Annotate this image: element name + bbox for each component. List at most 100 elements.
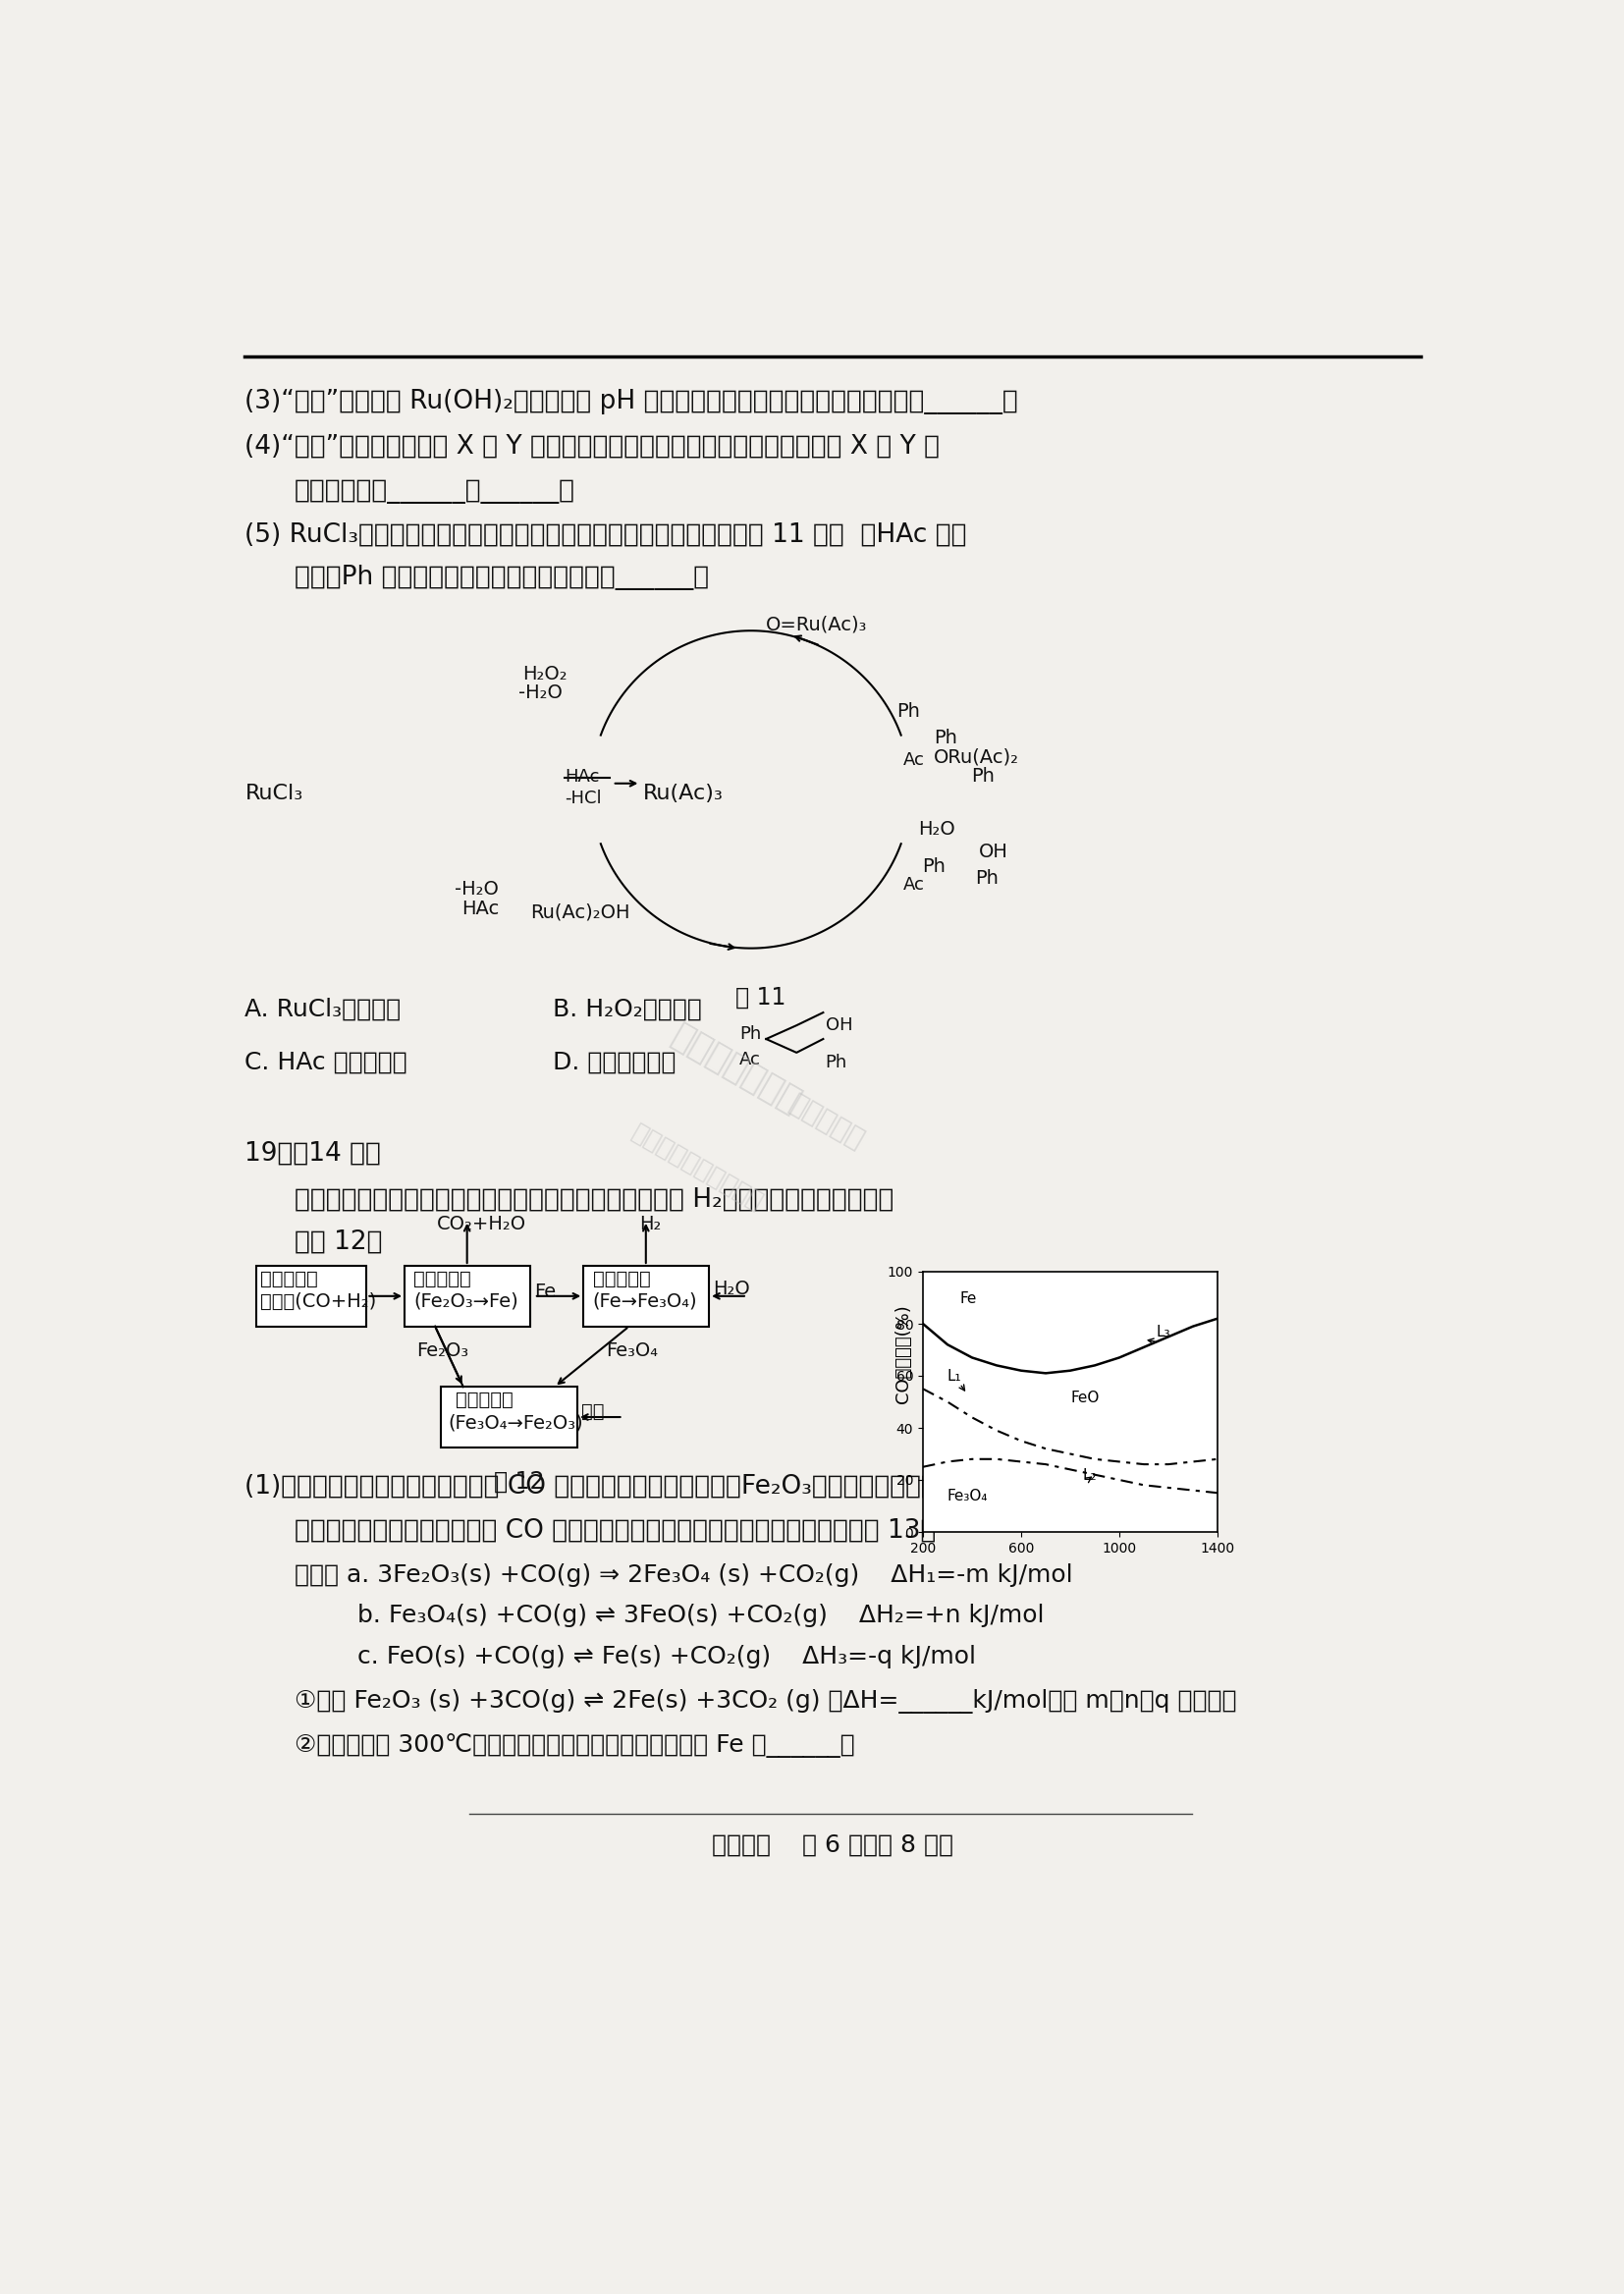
Text: Ru(Ac)₂OH: Ru(Ac)₂OH xyxy=(529,904,630,922)
Text: Ph: Ph xyxy=(971,766,996,785)
Text: A. RuCl₃为催化剂: A. RuCl₃为催化剂 xyxy=(245,998,401,1021)
L2 xyxy=(937,1448,957,1475)
Text: 蒸汽反应器: 蒸汽反应器 xyxy=(593,1269,650,1289)
Text: 温度(℃): 温度(℃) xyxy=(1005,1475,1060,1493)
L2 xyxy=(963,1445,983,1473)
Text: 化学试卷    第 6 页（共 8 页）: 化学试卷 第 6 页（共 8 页） xyxy=(711,1833,953,1856)
Text: (Fe₃O₄→Fe₂O₃): (Fe₃O₄→Fe₂O₃) xyxy=(448,1413,583,1431)
L2 xyxy=(1109,1466,1129,1493)
Text: 生物质废物: 生物质废物 xyxy=(260,1269,318,1289)
Text: Ph: Ph xyxy=(896,702,919,720)
L1 xyxy=(913,1374,932,1402)
L3 xyxy=(1134,1333,1153,1360)
L3 xyxy=(1012,1356,1031,1383)
Text: 19．（14 分）: 19．（14 分） xyxy=(245,1140,382,1168)
L1 xyxy=(1134,1450,1153,1477)
Text: 了理论研究，得到了还原阶段 CO 平衡浓度和固体成分随温度变化的图象，如上图 13。: 了理论研究，得到了还原阶段 CO 平衡浓度和固体成分随温度变化的图象，如上图 1… xyxy=(294,1519,935,1544)
Bar xyxy=(404,1266,529,1326)
Text: Ph: Ph xyxy=(922,858,945,876)
L1 xyxy=(1036,1436,1056,1464)
L3 xyxy=(1036,1360,1056,1388)
Text: L₂: L₂ xyxy=(1083,1468,1096,1482)
L2 xyxy=(1134,1470,1153,1498)
Text: H₂: H₂ xyxy=(640,1214,661,1234)
L1 xyxy=(987,1418,1007,1445)
Text: HAc: HAc xyxy=(461,899,499,918)
Text: ①反应 Fe₂O₃ (s) +3CO(g) ⇌ 2Fe(s) +3CO₂ (g) 的ΔH=______kJ/mol（用 m、n、q 表示）。: ①反应 Fe₂O₃ (s) +3CO(g) ⇌ 2Fe(s) +3CO₂ (g)… xyxy=(294,1688,1236,1714)
L3 xyxy=(1109,1344,1129,1372)
Text: ORu(Ac)₂: ORu(Ac)₂ xyxy=(934,748,1018,766)
Text: (1)在燃料反应器中，研究人员对纯 CO 作为燃料气与铁基载氧体（Fe₂O₃）的还原反应进行: (1)在燃料反应器中，研究人员对纯 CO 作为燃料气与铁基载氧体（Fe₂O₃）的… xyxy=(245,1473,937,1500)
Text: D. 主要生成物为: D. 主要生成物为 xyxy=(554,1051,676,1074)
Text: Ph: Ph xyxy=(976,869,999,888)
Text: H₂O: H₂O xyxy=(713,1280,750,1298)
Text: -H₂O: -H₂O xyxy=(455,881,499,899)
Text: Ac: Ac xyxy=(739,1051,762,1069)
Text: (Fe→Fe₃O₄): (Fe→Fe₃O₄) xyxy=(593,1292,697,1310)
Text: FeO: FeO xyxy=(1070,1390,1099,1404)
L1 xyxy=(1060,1441,1080,1468)
L1 xyxy=(963,1404,983,1431)
Text: -HCl: -HCl xyxy=(565,789,601,807)
Text: 如图 12。: 如图 12。 xyxy=(294,1230,382,1255)
Text: Ru(Ac)₃: Ru(Ac)₃ xyxy=(643,785,723,803)
Text: (4)“吸收”过程产生的气体 X 经 Y 溶液吸收后，经进一步处理可以循环利用，则 X 和 Y 的: (4)“吸收”过程产生的气体 X 经 Y 溶液吸收后，经进一步处理可以循环利用，… xyxy=(245,434,940,459)
L2 xyxy=(913,1452,932,1480)
Bar xyxy=(440,1388,578,1448)
L1 xyxy=(1158,1450,1177,1477)
L3 xyxy=(1184,1312,1203,1340)
Text: H₂O: H₂O xyxy=(918,819,955,837)
Text: C. HAc 为中间产物: C. HAc 为中间产物 xyxy=(245,1051,408,1074)
L2 xyxy=(1060,1457,1080,1484)
L1 xyxy=(937,1388,957,1415)
Text: B. H₂O₂作还原剂: B. H₂O₂作还原剂 xyxy=(554,998,702,1021)
Line: L1: L1 xyxy=(922,1388,1218,1464)
Text: OH: OH xyxy=(979,842,1009,860)
L1 xyxy=(1208,1445,1228,1473)
Text: 热解耦合化学锹制氢工艺是一种将生物质废物转变为高纯 H₂的环境友好型技术路线，: 热解耦合化学锹制氢工艺是一种将生物质废物转变为高纯 H₂的环境友好型技术路线， xyxy=(294,1186,893,1211)
Text: Ph: Ph xyxy=(934,729,957,748)
L3 xyxy=(1060,1356,1080,1383)
Text: 乙酸，Ph 代表苯基），则下列说法正确的是______。: 乙酸，Ph 代表苯基），则下列说法正确的是______。 xyxy=(294,564,708,590)
Text: Fe: Fe xyxy=(534,1282,555,1301)
Text: Ph: Ph xyxy=(739,1025,762,1044)
L3 xyxy=(1085,1351,1104,1379)
Text: OH: OH xyxy=(825,1016,853,1035)
L3 xyxy=(913,1310,932,1337)
Text: Ac: Ac xyxy=(903,876,924,895)
Text: ②当温度低于 300℃时，燃料还原阶段得到的固体主要是 Fe 和______。: ②当温度低于 300℃时，燃料还原阶段得到的固体主要是 Fe 和______。 xyxy=(294,1734,854,1757)
Text: CO平衡浓度(%): CO平衡浓度(%) xyxy=(895,1305,913,1404)
Text: 图 13: 图 13 xyxy=(1017,1496,1067,1521)
L1 xyxy=(1012,1427,1031,1454)
L1 xyxy=(1184,1448,1203,1475)
L2 xyxy=(987,1445,1007,1473)
L1 xyxy=(1085,1445,1104,1473)
Text: RuCl₃: RuCl₃ xyxy=(245,785,304,803)
L2 xyxy=(1208,1480,1228,1507)
Text: 高考早知道: 高考早知道 xyxy=(784,1090,869,1154)
Text: (3)“还原”过程生成 Ru(OH)₂和乙醒，且 pH 明显增大，则该过程的离子反应方程式为______。: (3)“还原”过程生成 Ru(OH)₂和乙醒，且 pH 明显增大，则该过程的离子… xyxy=(245,388,1018,415)
Text: 空气反应器: 空气反应器 xyxy=(456,1390,513,1409)
Line: L2: L2 xyxy=(922,1459,1218,1493)
L2 xyxy=(1158,1475,1177,1503)
Text: 图 11: 图 11 xyxy=(736,986,786,1009)
Text: -H₂O: -H₂O xyxy=(518,684,564,702)
Text: 图 12: 图 12 xyxy=(494,1470,544,1493)
L3 xyxy=(963,1344,983,1372)
Text: L₃: L₃ xyxy=(1156,1326,1171,1340)
L3 xyxy=(1158,1324,1177,1351)
Text: 化学式分别为______、______。: 化学式分别为______、______。 xyxy=(294,477,575,502)
Text: Ph: Ph xyxy=(825,1055,848,1071)
Bar xyxy=(583,1266,710,1326)
Text: 空气: 空气 xyxy=(581,1402,604,1420)
Text: b. Fe₃O₄(s) +CO(g) ⇌ 3FeO(s) +CO₂(g)    ΔH₂=+n kJ/mol: b. Fe₃O₄(s) +CO(g) ⇌ 3FeO(s) +CO₂(g) ΔH₂… xyxy=(294,1604,1044,1626)
Text: Fe: Fe xyxy=(960,1292,976,1305)
Text: (Fe₂O₃→Fe): (Fe₂O₃→Fe) xyxy=(414,1292,518,1310)
Text: Ac: Ac xyxy=(903,752,924,768)
Text: O=Ru(Ac)₃: O=Ru(Ac)₃ xyxy=(767,615,867,633)
Text: 燃料反应器: 燃料反应器 xyxy=(414,1269,471,1289)
L2 xyxy=(1012,1448,1031,1475)
Text: L₁: L₁ xyxy=(947,1370,961,1383)
Text: 热解气(CO+H₂): 热解气(CO+H₂) xyxy=(260,1292,377,1310)
L3 xyxy=(937,1331,957,1358)
